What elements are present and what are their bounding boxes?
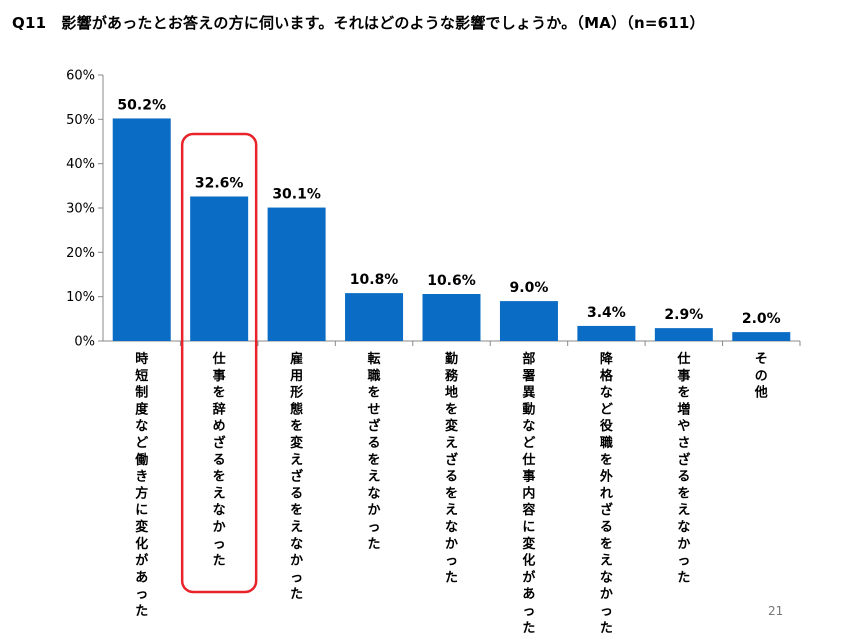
category-label: 部署異動など仕事内容に変化があった	[521, 351, 535, 636]
page-number: 21	[768, 604, 784, 618]
data-label: 32.6%	[195, 175, 244, 191]
y-tick-label: 0%	[74, 335, 95, 350]
y-tick-label: 10%	[66, 290, 95, 305]
bar	[499, 301, 558, 341]
category-label: 仕事を増やさざるをえなかった	[676, 351, 690, 585]
category-label: 降格など役職を外れざるをえなかった	[599, 351, 614, 636]
data-label: 2.0%	[742, 311, 781, 327]
bar	[112, 118, 171, 342]
bar	[190, 196, 249, 341]
data-label: 10.8%	[350, 272, 399, 288]
category-label: 転職をせざるをえなかった	[368, 351, 381, 552]
data-label: 50.2%	[117, 97, 166, 113]
bar	[267, 207, 326, 341]
bar	[732, 332, 791, 341]
category-label: 時短制度など働き方に変化があった	[134, 351, 149, 619]
bar	[654, 328, 713, 341]
data-label: 10.6%	[427, 273, 476, 289]
y-tick-label: 50%	[66, 113, 95, 128]
category-label: 仕事を辞めざるをえなかった	[212, 351, 226, 569]
y-tick-label: 30%	[66, 202, 95, 217]
data-label: 9.0%	[510, 280, 549, 296]
category-label: 雇用形態を変えざるをえなかった	[289, 351, 303, 602]
data-label: 30.1%	[272, 187, 321, 203]
y-tick-label: 20%	[66, 246, 95, 261]
y-tick-label: 40%	[66, 157, 95, 172]
data-label: 2.9%	[664, 307, 703, 323]
category-label: 勤務地を変えざるをえなかった	[445, 351, 459, 585]
bar	[422, 294, 481, 341]
bar	[577, 325, 636, 341]
data-label: 3.4%	[587, 305, 626, 321]
y-tick-label: 60%	[66, 69, 95, 84]
category-label: その他	[754, 352, 768, 401]
page-title: Q11 影響があったとお答えの方に伺います。それはどのような影響でしょうか。（M…	[12, 14, 705, 32]
bar	[345, 293, 404, 341]
highlight-box	[180, 132, 258, 594]
